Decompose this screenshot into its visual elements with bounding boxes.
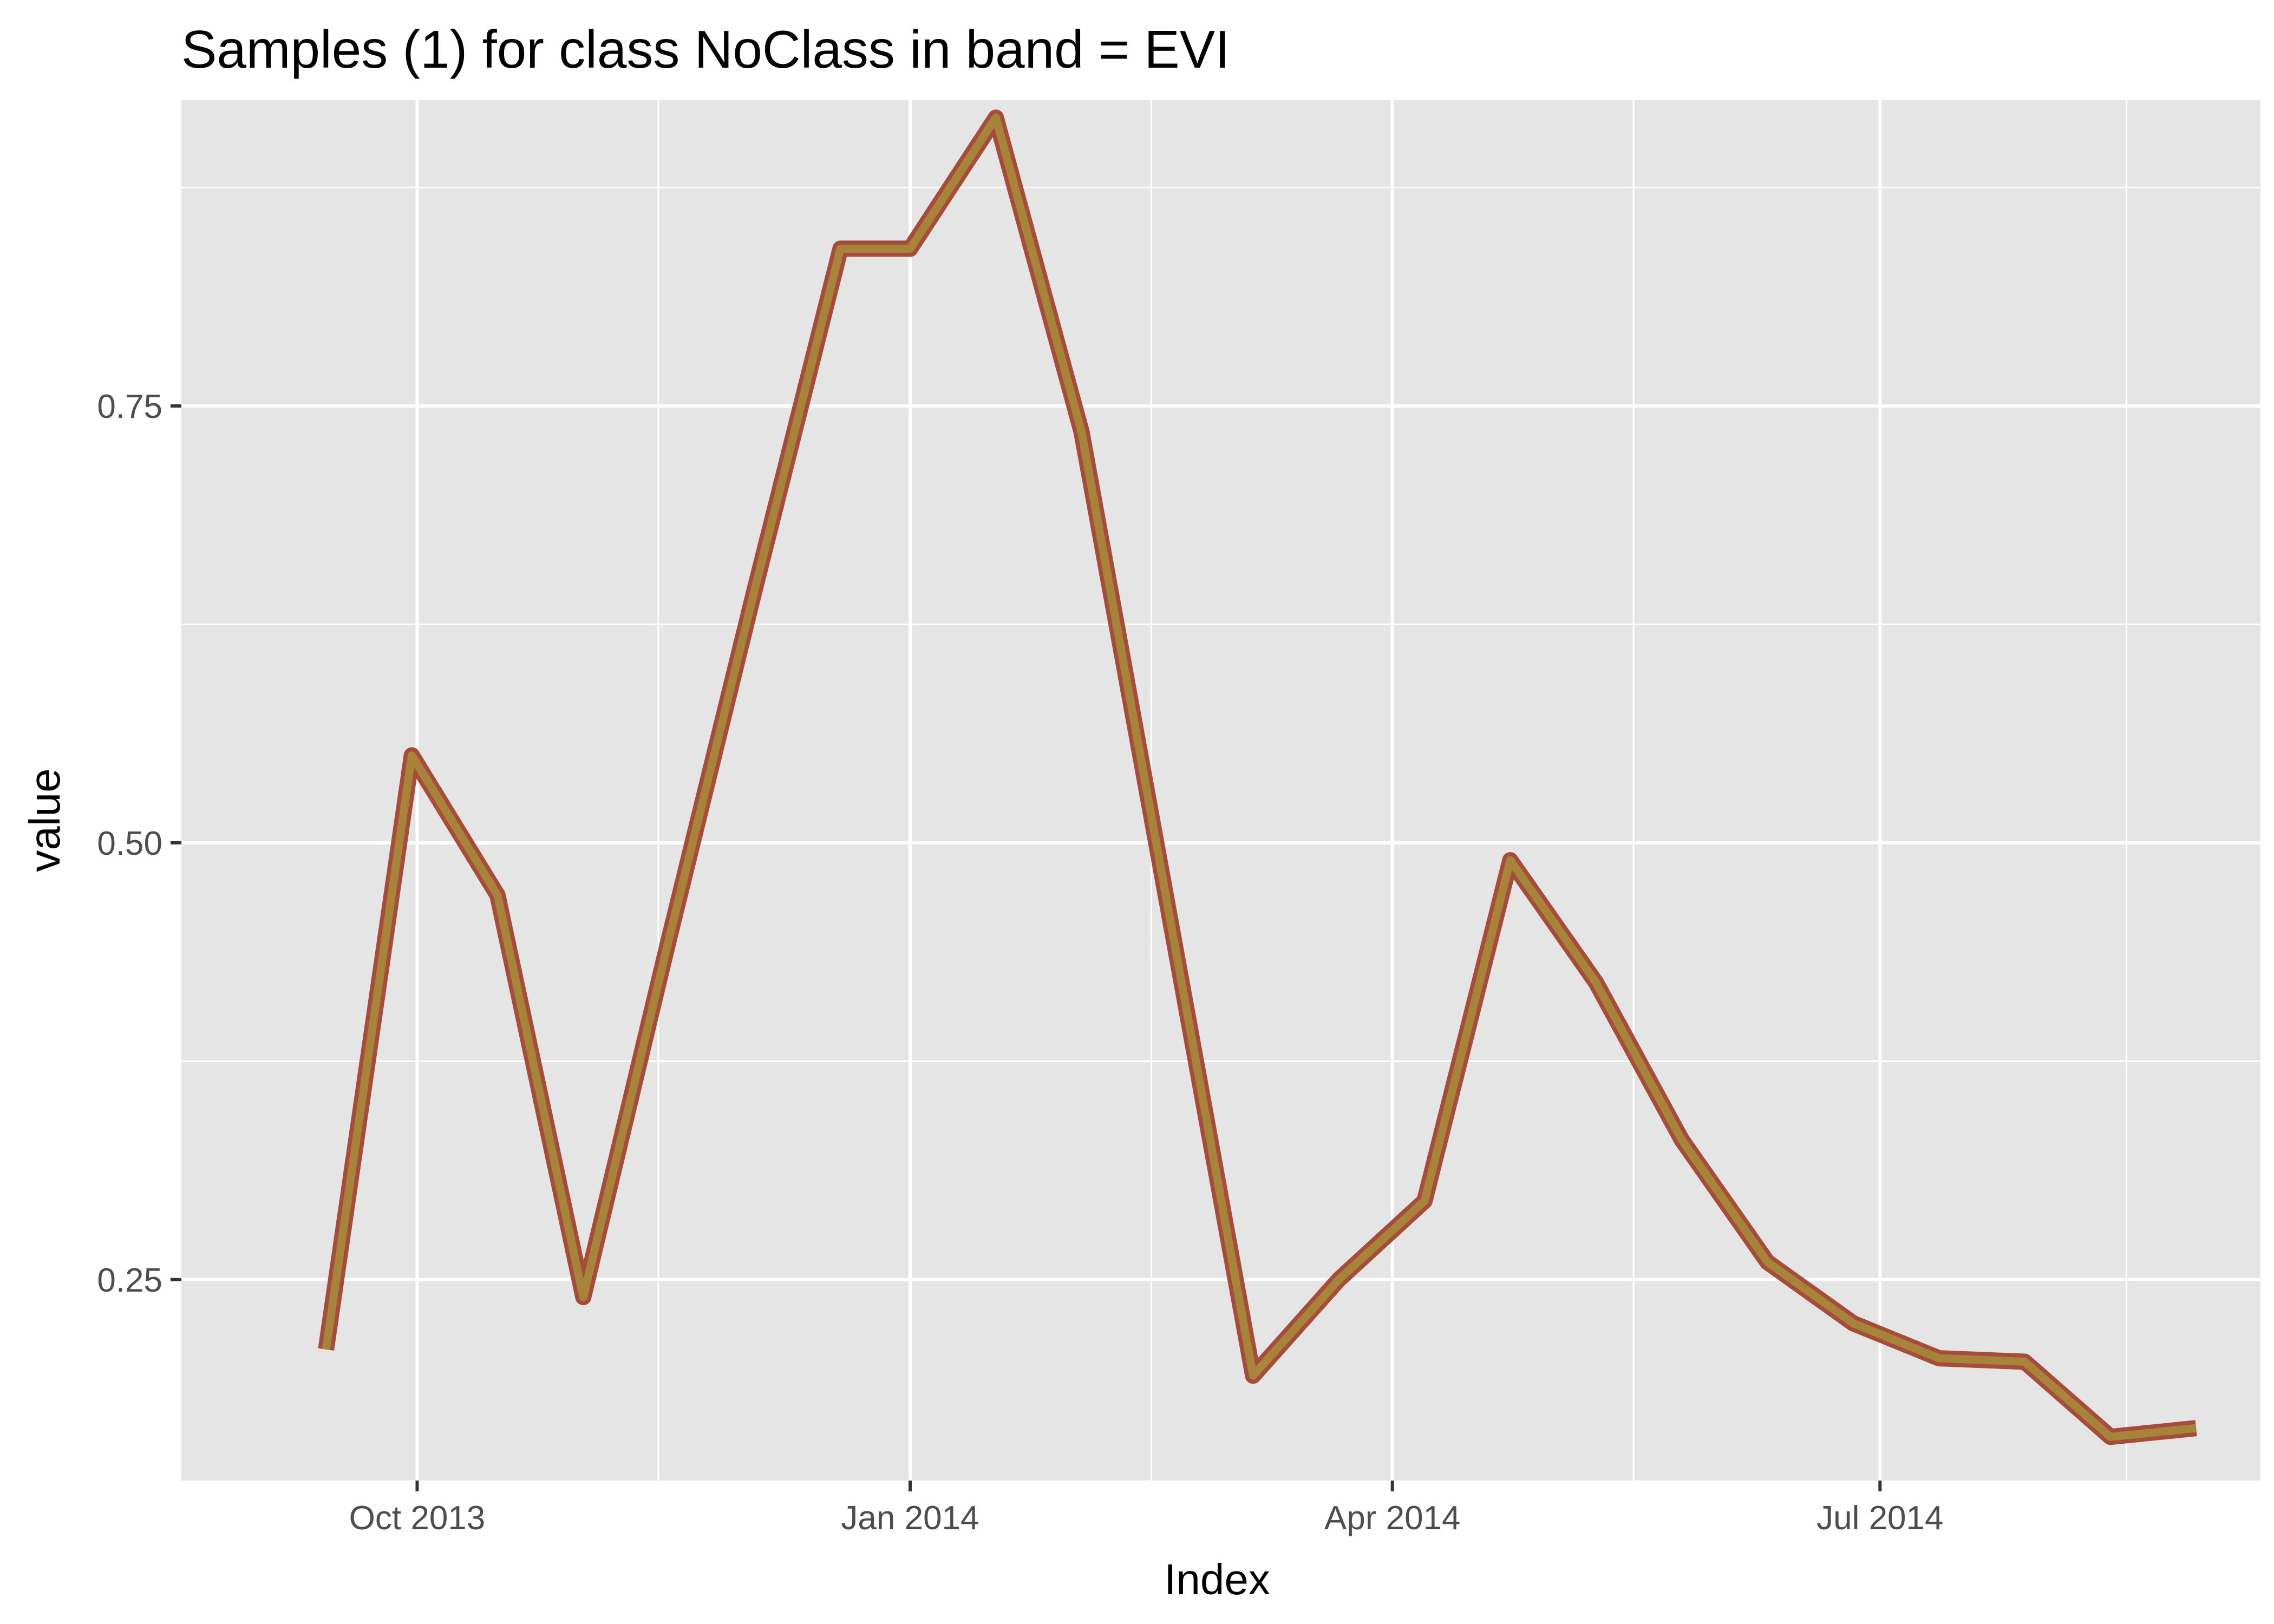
data-point xyxy=(583,1296,584,1298)
data-point xyxy=(754,589,755,590)
data-point xyxy=(910,248,911,249)
x-tick-label: Jan 2014 xyxy=(841,1499,979,1537)
data-point xyxy=(2195,1427,2197,1429)
x-axis: Oct 2013 Jan 2014 Apr 2014 Jul 2014 xyxy=(349,1481,1944,1537)
data-point xyxy=(1938,1358,1939,1359)
data-point xyxy=(669,938,670,939)
x-tick-label: Oct 2013 xyxy=(349,1499,486,1537)
data-point xyxy=(995,117,996,118)
data-point xyxy=(2024,1361,2025,1363)
y-axis-title: value xyxy=(21,768,69,872)
data-point xyxy=(325,1349,326,1350)
data-point xyxy=(1767,1262,1768,1263)
data-point xyxy=(1596,982,1597,983)
x-tick-label: Apr 2014 xyxy=(1324,1499,1461,1537)
plot-panel xyxy=(181,100,2260,1481)
y-axis: 0.25 0.50 0.75 xyxy=(97,388,181,1299)
data-point xyxy=(1510,860,1511,861)
data-point xyxy=(1338,1279,1339,1280)
data-point xyxy=(411,755,413,756)
chart-title: Samples (1) for class NoClass in band = … xyxy=(181,19,1230,79)
series-layer xyxy=(318,109,2197,1445)
x-axis-title: Index xyxy=(1164,1555,1270,1603)
data-point xyxy=(1424,1201,1425,1202)
data-point xyxy=(2110,1436,2111,1437)
x-tick-label: Jul 2014 xyxy=(1816,1499,1943,1537)
data-point xyxy=(1853,1323,1854,1324)
y-tick-label: 0.25 xyxy=(97,1262,162,1299)
data-point xyxy=(497,895,498,896)
data-point xyxy=(1081,431,1082,433)
y-tick-label: 0.75 xyxy=(97,388,162,425)
series-line xyxy=(322,113,2197,1441)
data-point xyxy=(840,248,841,249)
data-point xyxy=(1681,1140,1682,1141)
data-point xyxy=(1252,1375,1253,1376)
grid-major xyxy=(181,100,2260,1481)
y-tick-label: 0.50 xyxy=(97,825,162,862)
data-point xyxy=(1167,903,1168,905)
